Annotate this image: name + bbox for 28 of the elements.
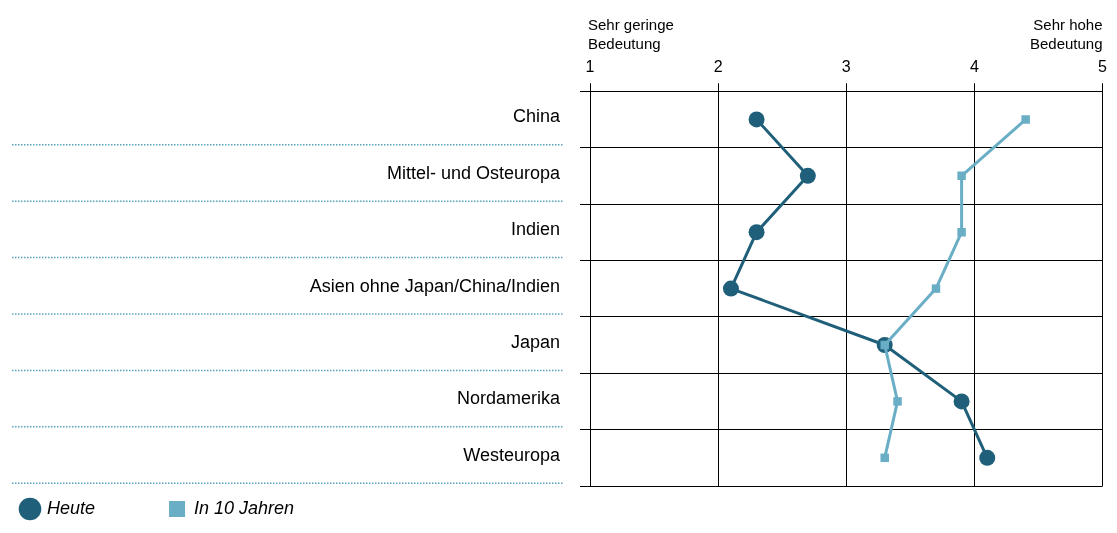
point	[953, 393, 970, 410]
point	[957, 227, 966, 237]
point	[893, 397, 902, 406]
point	[748, 111, 765, 128]
y-tick-label: Indien	[510, 219, 560, 240]
point	[722, 280, 739, 297]
y-tick-label: Asien ohne Japan/China/Indien	[309, 275, 560, 296]
x-tick-label: 1	[585, 58, 595, 76]
y-tick-label: Japan	[510, 331, 560, 352]
point	[1021, 115, 1030, 124]
y-tick-label: China	[512, 106, 561, 127]
point	[979, 449, 996, 466]
legend-label: Heute	[47, 498, 156, 518]
point	[957, 171, 966, 181]
text: Sehr hohe Bedeutung	[1029, 16, 1103, 52]
x-tick-label: 2	[713, 58, 723, 76]
point	[748, 224, 765, 241]
x-tick-label: 4	[969, 58, 979, 76]
y-tick-label: Mittel- und Osteuropa	[386, 162, 561, 183]
y-tick-label: Nordamerika	[456, 388, 561, 409]
point	[880, 453, 889, 463]
point	[799, 167, 816, 184]
x-tick-label: 3	[841, 58, 851, 76]
point	[931, 284, 941, 293]
legend-label: In 10 Jahren	[194, 498, 355, 518]
y-tick-label: Westeuropa	[463, 444, 561, 465]
x-tick-label: 5	[1098, 58, 1108, 76]
text: Sehr geringe Bedeutung	[588, 16, 674, 52]
